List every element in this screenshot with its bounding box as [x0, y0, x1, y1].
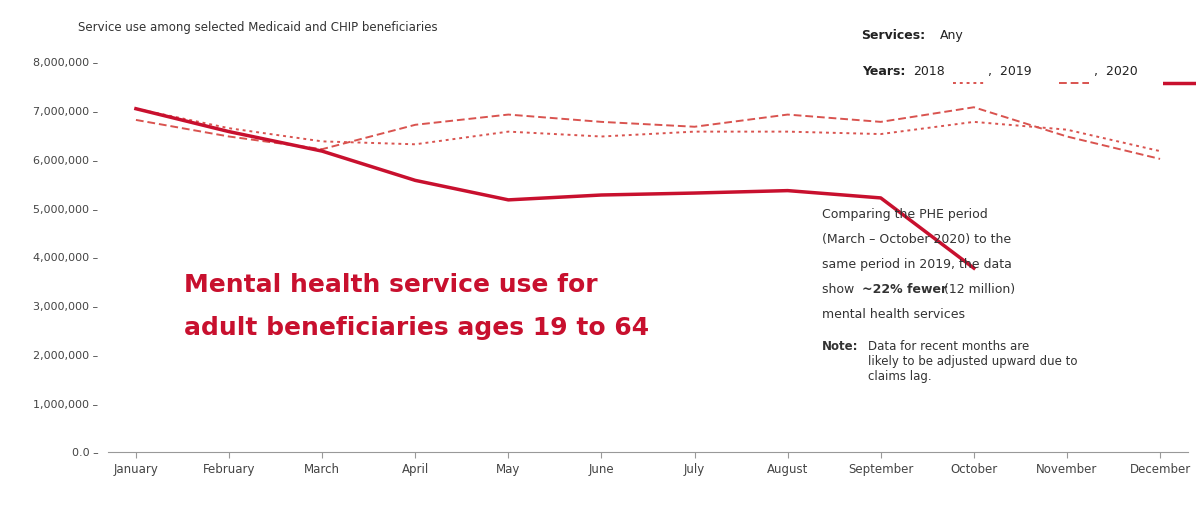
Text: Comparing the PHE period: Comparing the PHE period — [822, 208, 988, 221]
Text: Years:: Years: — [862, 65, 905, 78]
Text: show: show — [822, 283, 858, 296]
Text: Service use among selected Medicaid and CHIP beneficiaries: Service use among selected Medicaid and … — [78, 21, 438, 34]
Text: 2018: 2018 — [913, 65, 944, 78]
Text: adult beneficiaries ages 19 to 64: adult beneficiaries ages 19 to 64 — [184, 316, 649, 340]
Text: Mental health service use for: Mental health service use for — [184, 272, 598, 297]
Text: same period in 2019, the data: same period in 2019, the data — [822, 258, 1012, 271]
Text: (March – October 2020) to the: (March – October 2020) to the — [822, 233, 1012, 246]
Text: Any: Any — [940, 29, 964, 42]
Text: ,  2020: , 2020 — [1094, 65, 1138, 78]
Text: Services:: Services: — [862, 29, 925, 42]
Text: Data for recent months are
likely to be adjusted upward due to
claims lag.: Data for recent months are likely to be … — [868, 340, 1078, 383]
Text: (12 million): (12 million) — [940, 283, 1015, 296]
Text: ,  2019: , 2019 — [988, 65, 1031, 78]
Text: ~22% fewer: ~22% fewer — [862, 283, 947, 296]
Text: mental health services: mental health services — [822, 308, 965, 321]
Text: Note:: Note: — [822, 340, 858, 353]
